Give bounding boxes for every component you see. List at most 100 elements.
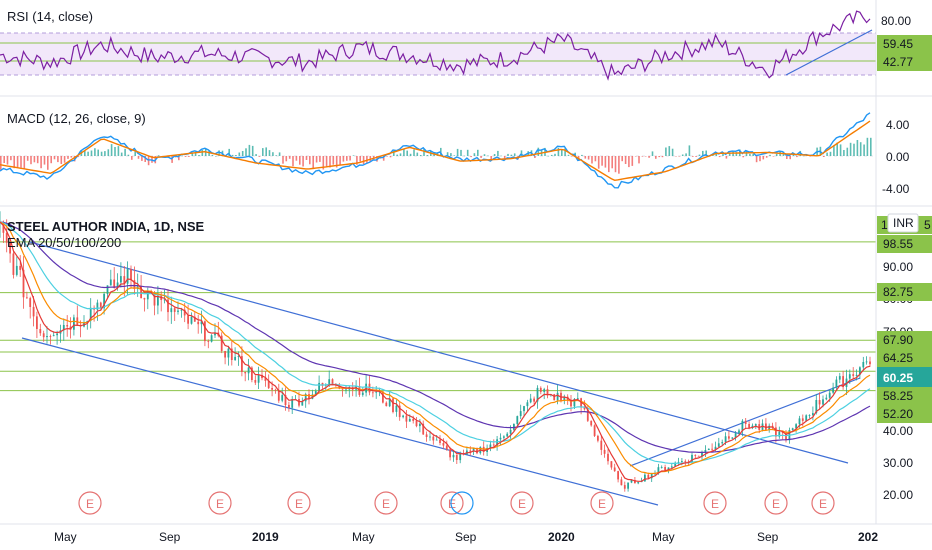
rsi-level-label-2: 42.77	[883, 55, 913, 69]
candle-body	[385, 402, 388, 407]
candle-body	[402, 415, 404, 418]
candle-body	[476, 448, 478, 454]
candle-body	[516, 416, 519, 425]
macd-hist-bar	[285, 156, 288, 162]
currency-label[interactable]: INR	[893, 216, 914, 230]
ema50-path	[0, 221, 871, 475]
candle-body	[56, 333, 58, 336]
macd-hist-bar	[564, 148, 566, 156]
macd-hist-bar	[513, 153, 516, 156]
candle-body	[120, 276, 122, 283]
macd-signal-path	[0, 120, 871, 182]
macd-hist-bar	[839, 144, 842, 156]
channel-lower	[21, 337, 659, 506]
dividend-marker[interactable]	[450, 491, 474, 515]
macd-hist-bar	[191, 153, 194, 156]
earnings-marker[interactable]	[811, 491, 835, 515]
macd-hist-bar	[836, 142, 838, 156]
candle-body	[422, 423, 425, 435]
macd-hist-bar	[403, 148, 405, 156]
candle-body	[607, 453, 609, 462]
macd-hist-bar	[695, 156, 697, 157]
macd-hist-bar	[157, 155, 160, 156]
macd-pane[interactable]: MACD (12, 26, close, 9)	[0, 111, 876, 189]
macd-hist-bar	[483, 154, 486, 156]
candle-body	[590, 420, 593, 426]
macd-hist-bar	[671, 148, 674, 156]
candle-body	[741, 420, 744, 431]
candle-body	[660, 467, 663, 468]
candle-body	[251, 367, 253, 380]
currency-badge[interactable]	[887, 213, 919, 233]
macd-histogram	[0, 137, 872, 174]
candle-body	[469, 450, 472, 452]
macd-hist-bar	[245, 148, 247, 156]
macd-hist-bar	[594, 156, 597, 162]
candle-body	[503, 436, 505, 438]
macd-hist-bar	[742, 156, 744, 158]
candle-body	[459, 453, 462, 461]
candle-body	[39, 329, 42, 334]
macd-hist-bar	[725, 156, 728, 159]
price-tick-40: 40.00	[883, 424, 913, 438]
macd-hist-bar	[426, 155, 429, 156]
macd-hist-bar	[618, 156, 620, 174]
macd-hist-bar	[863, 144, 865, 156]
earnings-marker[interactable]	[703, 491, 727, 515]
candle-body	[29, 298, 32, 307]
earnings-marker[interactable]	[78, 491, 102, 515]
candle-body	[610, 461, 613, 468]
macd-hist-bar	[30, 156, 32, 165]
candle-body	[291, 399, 294, 408]
price-pane[interactable]: E E E E E E E E E E STEEL AUTHOR INDIA, 1D, NSE E…	[0, 211, 876, 515]
candle-body	[801, 418, 804, 421]
earnings-marker[interactable]	[440, 491, 464, 515]
candle-body	[408, 419, 411, 422]
macd-hist-bar	[500, 155, 503, 157]
macd-hist-bar	[843, 150, 845, 156]
candle-body	[230, 348, 233, 360]
candle-body	[130, 269, 132, 281]
price-top-level-partial-right: 5	[924, 218, 931, 232]
candle-body	[304, 394, 307, 402]
earnings-marker[interactable]	[374, 491, 398, 515]
candle-body	[382, 391, 384, 403]
earnings-marker[interactable]	[764, 491, 788, 515]
macd-hist-bar	[235, 155, 237, 156]
candle-body	[533, 398, 535, 402]
rsi-trendline	[785, 29, 873, 76]
candle-body	[634, 480, 636, 484]
macd-hist-bar	[446, 152, 449, 156]
earnings-marker[interactable]	[510, 491, 534, 515]
macd-hist-bar	[614, 156, 617, 173]
macd-hist-bar	[755, 156, 758, 163]
candle-body	[472, 448, 475, 452]
rsi-pane[interactable]: RSI (14, close)	[0, 9, 876, 81]
earnings-marker[interactable]	[208, 491, 232, 515]
candle-body	[62, 325, 65, 331]
candle-body	[36, 316, 38, 329]
macd-hist-bar	[648, 156, 650, 158]
macd-hist-bar	[57, 156, 59, 163]
candle-body	[375, 391, 378, 393]
macd-hist-bar	[26, 156, 29, 161]
candle-body	[593, 425, 596, 436]
candle-body	[234, 356, 236, 360]
candle-body	[338, 385, 341, 389]
macd-hist-bar	[628, 156, 630, 168]
macd-hist-bar	[624, 156, 627, 164]
macd-hist-bar	[584, 156, 587, 159]
earnings-marker[interactable]	[287, 491, 311, 515]
macd-hist-bar	[413, 149, 415, 156]
earnings-marker-label: E	[598, 497, 606, 511]
macd-hist-bar	[450, 153, 452, 156]
candle-body	[449, 449, 451, 458]
price-level-badge-98	[877, 235, 932, 253]
macd-hist-bar	[13, 156, 15, 169]
time-label-2020: 2020	[548, 530, 575, 544]
rsi-series-path	[0, 10, 871, 81]
candle-body	[395, 405, 398, 412]
earnings-marker[interactable]	[590, 491, 614, 515]
